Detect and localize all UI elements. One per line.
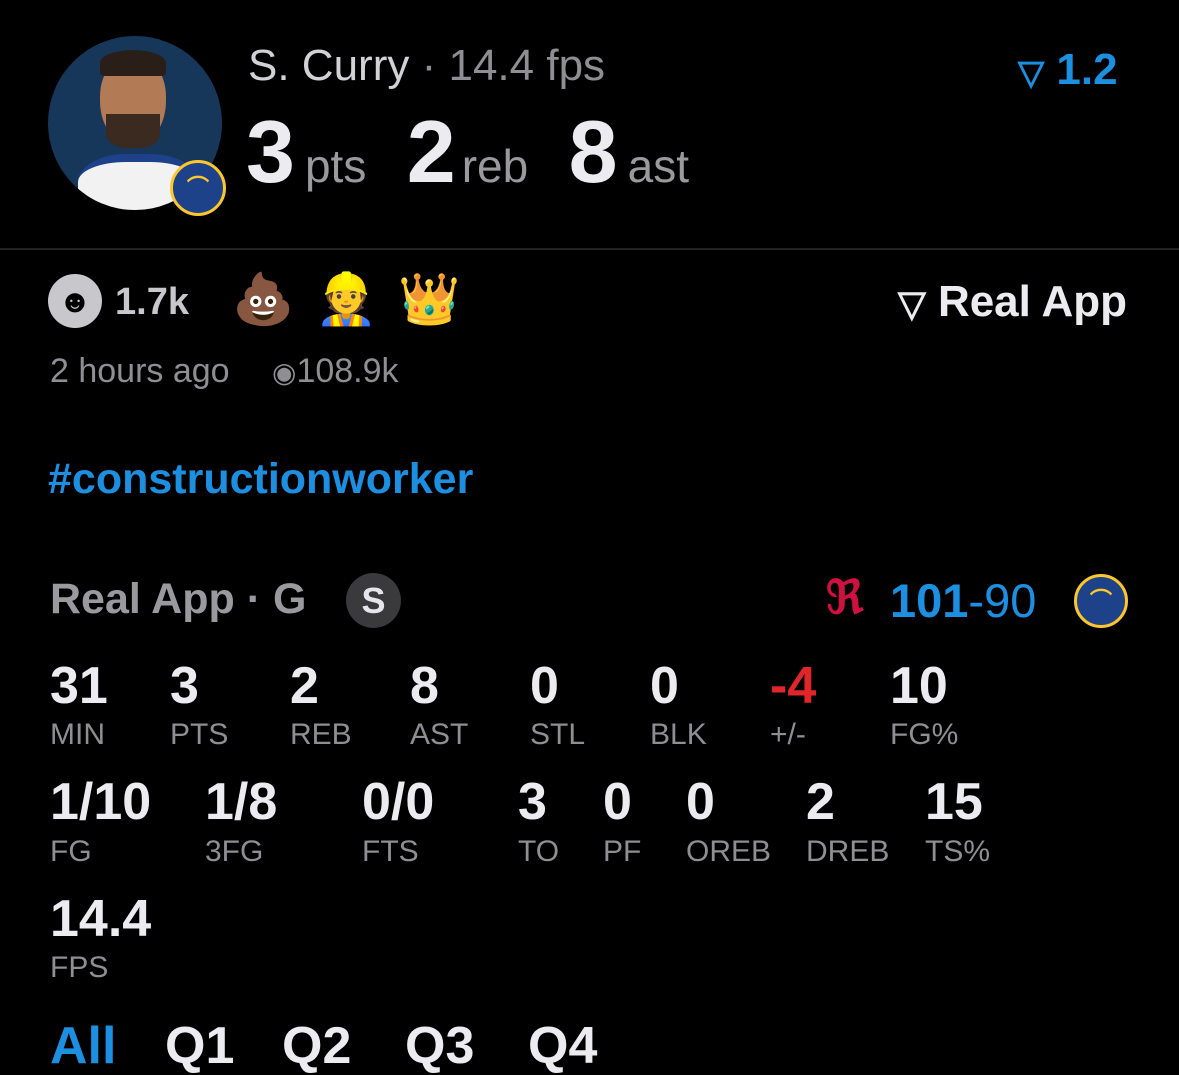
views-value: 108.9k bbox=[296, 352, 399, 390]
stat-label: DREB bbox=[806, 835, 890, 868]
rockets-logo-icon: ℜ bbox=[826, 571, 864, 623]
stat-value-to: 3 bbox=[518, 773, 547, 831]
headline-stats: 3 pts 2 reb 8 ast bbox=[246, 108, 689, 196]
real-logo-icon: ▽ bbox=[1018, 54, 1045, 92]
score-away: 90 bbox=[984, 574, 1037, 627]
score-dash: - bbox=[968, 574, 985, 627]
player-title: S. Curry · 14.4 fps bbox=[248, 44, 605, 88]
stat-label: BLK bbox=[650, 718, 707, 751]
real-app-link[interactable]: ▽ Real App bbox=[898, 280, 1127, 324]
hair bbox=[100, 50, 166, 76]
score-home: 101 bbox=[890, 574, 969, 627]
tab-q2[interactable]: Q2 bbox=[282, 1017, 352, 1075]
stat-value-fts: 0/0 bbox=[362, 773, 435, 831]
eye-icon: ◉ bbox=[272, 357, 297, 388]
smiley-reaction-icon[interactable]: ☻ bbox=[48, 274, 102, 328]
divider bbox=[0, 248, 1179, 250]
warriors-logo-icon: ⌒ bbox=[170, 160, 226, 216]
game-score[interactable]: 101-90 bbox=[890, 577, 1036, 624]
stat-value-pts: 3 bbox=[170, 657, 199, 715]
stat-value-reb: 2 bbox=[290, 657, 319, 715]
poop-emoji-icon[interactable]: 💩 bbox=[232, 271, 295, 327]
pts-unit: pts bbox=[304, 140, 367, 192]
fps-text: 14.4 fps bbox=[448, 41, 606, 90]
tab-q1[interactable]: Q1 bbox=[165, 1017, 235, 1075]
separator: · bbox=[421, 41, 437, 90]
stat-value-dreb: 2 bbox=[806, 773, 835, 831]
game-source: Real App · G bbox=[50, 575, 307, 623]
stat-label: +/- bbox=[770, 718, 806, 751]
stat-label: PF bbox=[603, 835, 642, 868]
stat-label: FTS bbox=[362, 835, 419, 868]
pts-value: 3 bbox=[246, 102, 295, 201]
reb-unit: reb bbox=[461, 140, 529, 192]
hashtag-link[interactable]: #constructionworker bbox=[48, 455, 474, 503]
stat-label: FPS bbox=[50, 951, 109, 984]
stat-label: TS% bbox=[925, 835, 991, 868]
stat-label: MIN bbox=[50, 718, 105, 751]
stat-value-oreb: 0 bbox=[686, 773, 715, 831]
stat-label: REB bbox=[290, 718, 352, 751]
stat-value-stl: 0 bbox=[530, 657, 559, 715]
timestamp: 2 hours ago bbox=[50, 352, 230, 390]
stat-label: TO bbox=[518, 835, 560, 868]
worker-emoji-icon[interactable]: 👷 bbox=[315, 271, 378, 327]
tab-q4[interactable]: Q4 bbox=[528, 1017, 598, 1075]
stat-value-: -4 bbox=[770, 657, 817, 715]
stat-value-min: 31 bbox=[50, 657, 108, 715]
reb-value: 2 bbox=[406, 102, 456, 201]
stat-label: PTS bbox=[170, 718, 229, 751]
stat-value-pf: 0 bbox=[603, 773, 632, 831]
stat-value-blk: 0 bbox=[650, 657, 679, 715]
stat-value-3fg: 1/8 bbox=[205, 773, 278, 831]
real-logo-icon: ▽ bbox=[898, 283, 926, 324]
starter-badge: S bbox=[346, 573, 401, 628]
stat-label: OREB bbox=[686, 835, 772, 868]
stat-label: 3FG bbox=[205, 835, 264, 868]
player-name[interactable]: S. Curry bbox=[248, 41, 410, 90]
beard bbox=[106, 114, 160, 148]
stat-label: AST bbox=[410, 718, 469, 751]
stat-value-ts: 15 bbox=[925, 773, 983, 831]
stat-value-ast: 8 bbox=[410, 657, 439, 715]
stat-value-fps: 14.4 bbox=[50, 890, 152, 948]
view-count: ◉108.9k bbox=[272, 354, 399, 388]
rating-value: 1.2 bbox=[1056, 45, 1118, 94]
rating-badge[interactable]: ▽ 1.2 bbox=[1018, 48, 1118, 92]
stat-label: FG bbox=[50, 835, 92, 868]
stat-value-fg: 1/10 bbox=[50, 773, 152, 831]
stat-label: FG% bbox=[890, 718, 959, 751]
ast-value: 8 bbox=[568, 102, 618, 201]
crown-emoji-icon[interactable]: 👑 bbox=[398, 271, 461, 327]
stat-value-fg: 10 bbox=[890, 657, 948, 715]
tab-all[interactable]: All bbox=[50, 1017, 117, 1075]
tab-q3[interactable]: Q3 bbox=[405, 1017, 475, 1075]
reaction-count: 1.7k bbox=[115, 281, 189, 323]
brand-label: Real App bbox=[937, 277, 1127, 326]
ast-unit: ast bbox=[627, 140, 689, 192]
stat-label: STL bbox=[530, 718, 586, 751]
warriors-logo-icon: ⌒ bbox=[1074, 574, 1128, 628]
